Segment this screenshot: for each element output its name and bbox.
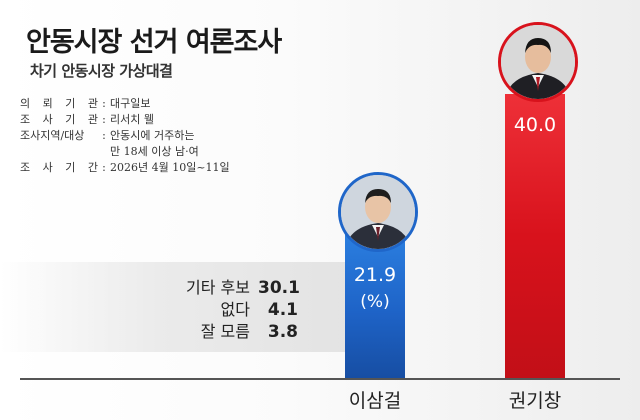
info-value-firm: 리서치 웰 [110,113,154,126]
info-label-area: 조사지역/대상 [20,129,85,142]
candidate-2-name: 권기창 [508,390,562,412]
candidate-1-photo [338,172,418,252]
info-value-org: 대구일보 [110,97,151,110]
candidate-2-photo [498,22,578,102]
other-row: 없다 4.1 [186,296,298,320]
other-value: 3.8 [267,322,298,342]
info-value-area: 안동시에 거주하는 [110,129,195,142]
unit-label: (%) [360,292,390,312]
other-row: 기타 후보 30.1 [186,274,300,298]
other-responses: 기타 후보 30.1 없다 4.1 잘 모름 3.8 [186,274,300,342]
page-subtitle: 차기 안동시장 가상대결 [30,62,173,80]
other-label: 기타 후보 [186,278,250,297]
other-label: 잘 모름 [200,322,250,341]
others-band [0,262,350,352]
data-label-candidate-1: 21.9 [353,264,397,286]
bar-candidate-1 [345,232,405,378]
chart-baseline [20,378,620,380]
info-row-area: 조사지역/대상 : 안동시에 거주하는 [20,129,195,142]
info-value-area-2: 만 18세 이상 남·여 [110,145,199,158]
info-value-period: 2026년 4월 10일~11일 [110,161,230,174]
candidate-1-name: 이삼걸 [348,390,402,412]
other-row: 잘 모름 3.8 [186,318,298,342]
bar-candidate-2 [505,94,565,378]
other-label: 없다 [220,300,250,319]
other-value: 4.1 [267,300,298,320]
data-label-candidate-2: 40.0 [513,114,557,136]
other-value: 30.1 [258,278,300,298]
page-title: 안동시장 선거 여론조사 [26,27,282,58]
